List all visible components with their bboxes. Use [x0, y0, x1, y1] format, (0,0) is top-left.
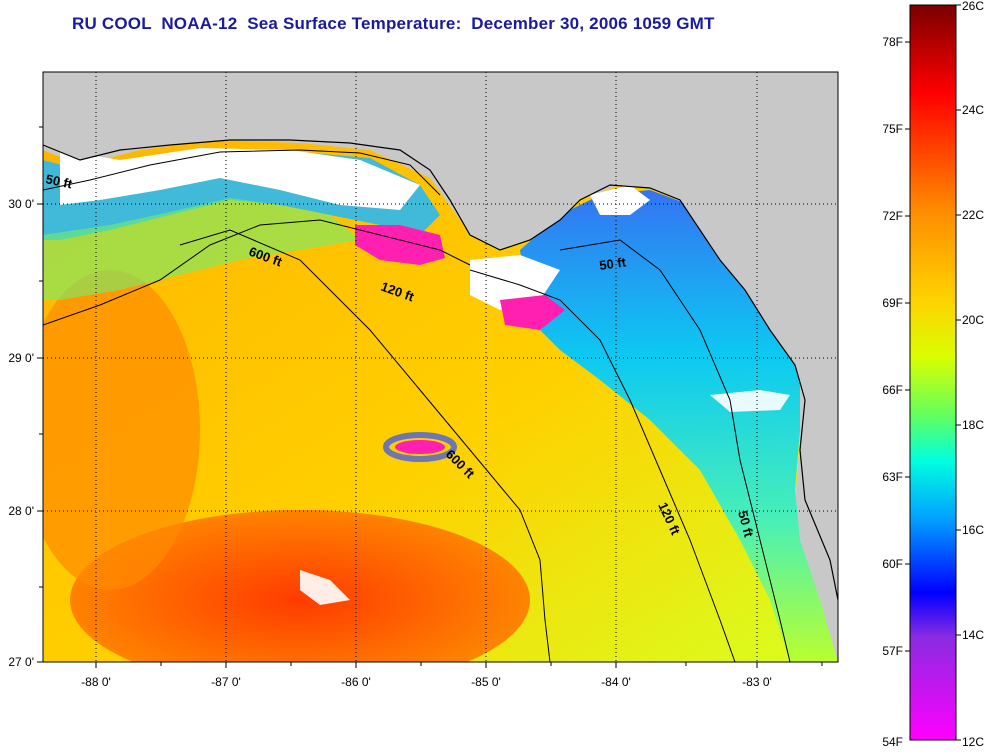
lon-tick-label: -84 0'	[601, 675, 631, 689]
lat-tick-label: 28 0'	[8, 504, 34, 518]
lon-tick-label: -85 0'	[471, 675, 501, 689]
colorbar-c-label: 12C	[962, 735, 984, 749]
colorbar-ticks	[905, 4, 961, 741]
colorbar-f-label: 63F	[882, 470, 903, 484]
contour-50ft-shelf	[559, 239, 791, 662]
colorbar-c-label: 22C	[962, 208, 984, 222]
contour-50ft-west	[43, 149, 441, 196]
colorbar-c-label: 18C	[962, 418, 984, 432]
colorbar-f-label: 69F	[882, 296, 903, 310]
contour-label: 50 ft	[44, 171, 74, 191]
tick-marks	[37, 126, 823, 668]
warm-water-west	[43, 270, 200, 590]
colorbar-f-label: 54F	[882, 735, 903, 749]
cold-patch-offshore-ring	[383, 432, 457, 462]
cold-patch-offshore	[395, 440, 445, 454]
contour-120ft-west	[43, 219, 471, 326]
cloud-patch-north	[60, 148, 420, 210]
colorbar-f-label: 66F	[882, 383, 903, 397]
colorbar-c-label: 20C	[962, 313, 984, 327]
contour-label: 50 ft	[735, 509, 757, 539]
colorbar-c-label: 24C	[962, 103, 984, 117]
colorbar-f-label: 75F	[882, 122, 903, 136]
cloud-patch-keys	[710, 390, 790, 412]
colorbar-f-label: 78F	[882, 35, 903, 49]
coastline	[42, 139, 839, 601]
lat-tick-label: 27 0'	[8, 655, 34, 669]
colorbar-c-label: 14C	[962, 628, 984, 642]
cloud-patch-east	[590, 185, 650, 215]
colorbar-c-label: 26C	[962, 0, 984, 13]
lon-tick-label: -86 0'	[341, 675, 371, 689]
cold-patch-apalachicola	[355, 225, 445, 265]
colorbar-c-label: 16C	[962, 523, 984, 537]
lon-tick-label: -88 0'	[81, 675, 111, 689]
colorbar-f-label: 72F	[882, 209, 903, 223]
gridlines	[43, 72, 838, 662]
lon-tick-label: -83 0'	[742, 675, 772, 689]
contour-120ft-shelf	[469, 269, 736, 662]
contour-600ft	[179, 229, 551, 662]
cold-patch-bigbend	[500, 295, 565, 330]
cloud-patch-south	[300, 570, 350, 605]
plot-frame	[42, 71, 839, 663]
lon-tick-label: -87 0'	[211, 675, 241, 689]
lat-tick-label: 30 0'	[8, 197, 34, 211]
colorbar-f-label: 57F	[882, 644, 903, 658]
map-title: RU COOL NOAA-12 Sea Surface Temperature:…	[72, 14, 715, 33]
northern-gulf-coast	[43, 72, 580, 250]
lat-tick-label: 29 0'	[8, 351, 34, 365]
colorbar-gradient	[909, 4, 957, 741]
colorbar-f-label: 60F	[882, 557, 903, 571]
contour-label: 50 ft	[598, 254, 627, 273]
